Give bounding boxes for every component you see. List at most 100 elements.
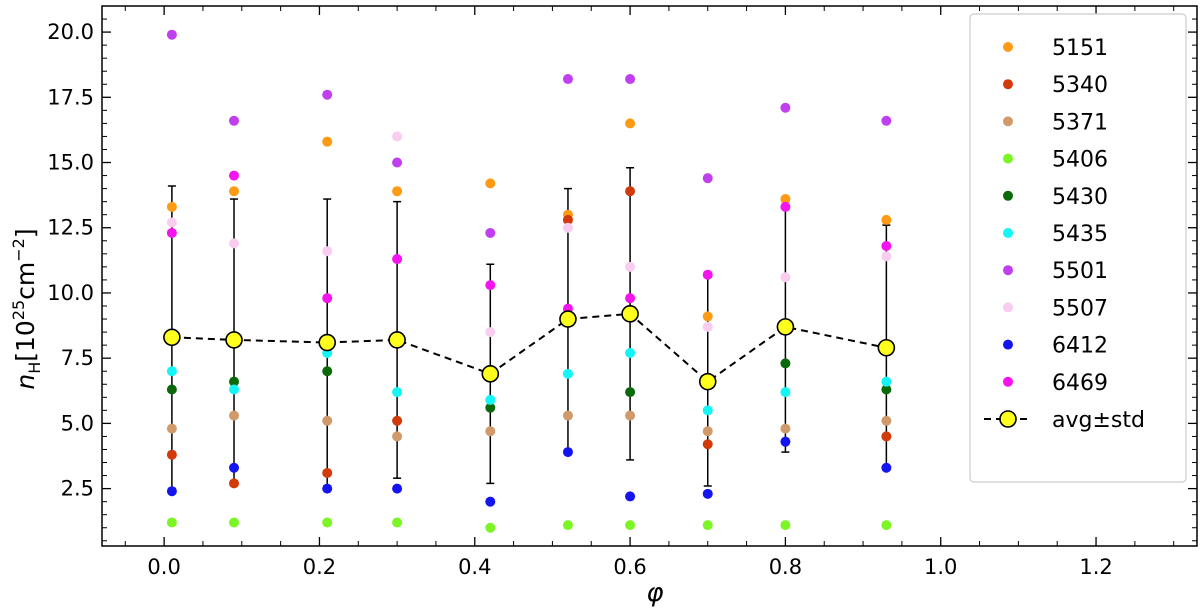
data-point: [625, 491, 636, 502]
y-tick-label: 7.5: [61, 346, 94, 370]
data-point: [166, 227, 177, 238]
series-6412: [166, 436, 892, 507]
data-point: [780, 201, 791, 212]
legend-avg-marker: [999, 410, 1017, 428]
legend-marker-5507: [1003, 302, 1013, 313]
data-point: [322, 415, 333, 426]
avg-line: [171, 312, 887, 383]
data-point: [702, 269, 713, 280]
plot-area: [163, 29, 896, 533]
data-point: [166, 486, 177, 497]
legend-marker-5430: [1003, 190, 1013, 201]
data-point: [780, 423, 791, 434]
series-5507: [166, 131, 892, 338]
data-point: [322, 246, 333, 257]
data-point: [485, 394, 496, 405]
data-point: [166, 366, 177, 377]
plot-frame: [101, 5, 1198, 547]
data-point: [229, 115, 240, 126]
data-point: [702, 426, 713, 437]
legend-label-5430: 5430: [1052, 185, 1108, 210]
y-tick-label: 17.5: [47, 85, 94, 109]
legend-label-avg: avg±std: [1052, 408, 1145, 433]
data-point: [166, 517, 177, 528]
legend-label-5507: 5507: [1052, 296, 1108, 321]
legend-label-5371: 5371: [1052, 110, 1108, 135]
data-point: [562, 447, 573, 458]
data-point: [485, 402, 496, 413]
data-point: [881, 415, 892, 426]
x-tick-label: 0.0: [147, 555, 180, 579]
data-point: [780, 387, 791, 398]
avg-marker: [163, 328, 181, 347]
data-point: [625, 387, 636, 398]
data-point: [229, 186, 240, 197]
y-tick-label: 12.5: [47, 216, 94, 240]
data-point: [562, 520, 573, 531]
data-point: [229, 478, 240, 489]
avg-marker: [776, 318, 795, 336]
x-tick-label: 0.2: [303, 555, 336, 579]
data-point: [229, 410, 240, 421]
x-tick-label: 1.2: [1079, 555, 1112, 579]
data-point: [625, 410, 636, 421]
data-point: [392, 517, 403, 528]
x-tick-label: 0.6: [613, 555, 646, 579]
avg-marker: [698, 372, 717, 391]
legend: 5151 5340 5371 5406 5430 5435 5501 5507 6412 6469…: [969, 13, 1187, 483]
data-point: [485, 327, 496, 338]
x-axis-label: φ: [646, 578, 663, 608]
legend-marker-5371: [1003, 116, 1013, 127]
data-point: [392, 415, 403, 426]
data-point: [166, 449, 177, 460]
data-point: [166, 217, 177, 228]
data-point: [322, 517, 333, 528]
data-point: [780, 272, 791, 283]
x-tick-label: 1.0: [924, 555, 957, 579]
legend-marker-5501: [1003, 265, 1013, 276]
series-5340: [166, 186, 892, 489]
data-point: [392, 157, 403, 168]
data-point: [702, 311, 713, 322]
data-point: [322, 366, 333, 377]
legend-marker-6412: [1003, 339, 1013, 350]
data-point: [229, 517, 240, 528]
legend-label-6469: 6469: [1052, 371, 1108, 396]
data-point: [881, 520, 892, 531]
data-point: [166, 423, 177, 434]
legend-label-5406: 5406: [1052, 148, 1108, 173]
data-point: [229, 170, 240, 181]
legend-marker-5151: [1003, 42, 1013, 52]
data-point: [392, 431, 403, 442]
legend-marker-5435: [1003, 228, 1013, 238]
data-point: [780, 520, 791, 531]
data-point: [392, 131, 403, 142]
data-point: [485, 496, 496, 507]
data-point: [625, 520, 636, 531]
series-5371: [166, 410, 892, 442]
data-point: [392, 483, 403, 494]
x-tick-label: 0.8: [769, 555, 802, 579]
data-point: [780, 102, 791, 113]
data-point: [485, 178, 496, 189]
data-point: [229, 376, 240, 387]
data-point: [702, 173, 713, 184]
data-point: [625, 118, 636, 129]
data-point: [881, 431, 892, 442]
data-point: [322, 293, 333, 304]
x-tick-label: 0.4: [458, 555, 491, 579]
data-point: [322, 483, 333, 494]
data-point: [392, 186, 403, 197]
data-point: [485, 280, 496, 291]
legend-marker-5340: [1003, 79, 1013, 90]
series-5435: [166, 347, 892, 416]
data-point: [780, 436, 791, 447]
legend-box: [969, 13, 1187, 483]
data-point: [780, 194, 791, 205]
y-tick-label: 10.0: [47, 281, 94, 305]
y-tick-label: 5.0: [61, 411, 94, 435]
data-point: [702, 520, 713, 531]
avg-marker: [481, 365, 500, 383]
avg-marker: [318, 333, 337, 352]
legend-marker-5406: [1003, 153, 1013, 164]
